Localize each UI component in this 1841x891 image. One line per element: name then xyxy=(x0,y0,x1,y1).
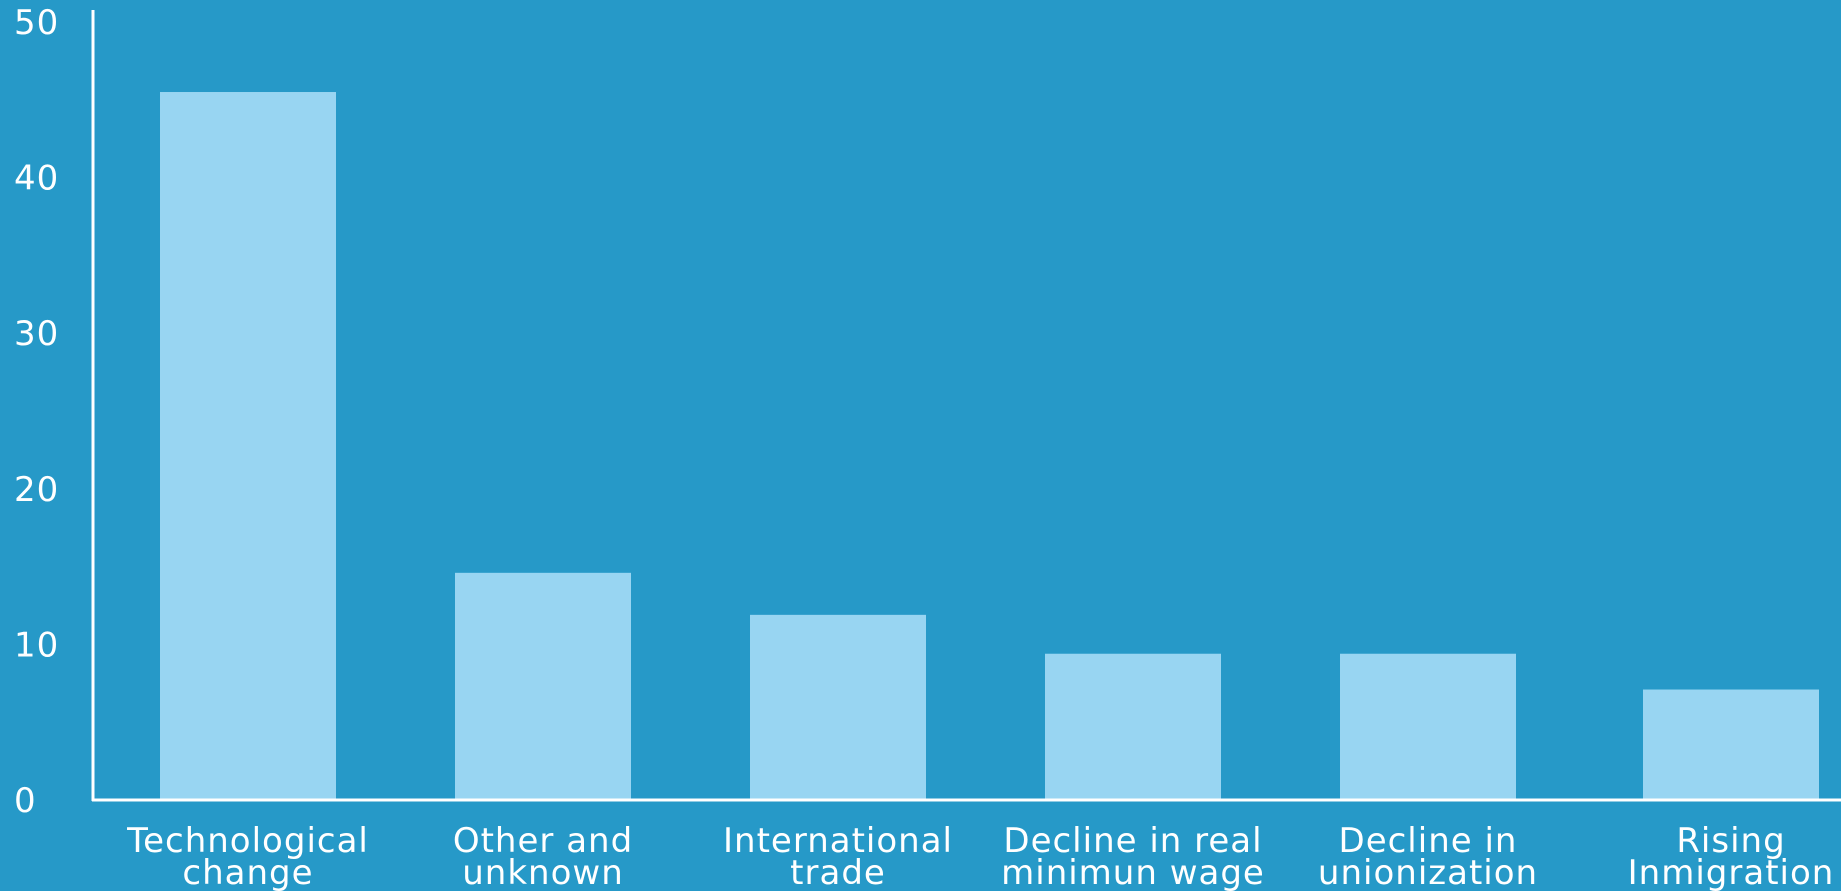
y-tick-label: 50 xyxy=(14,3,59,43)
x-tick-label: Other and unknown xyxy=(453,821,633,891)
x-tick-label-line: Rising xyxy=(1676,821,1785,861)
y-tick-label: 20 xyxy=(14,470,59,510)
bar xyxy=(750,614,926,800)
bar xyxy=(455,572,631,800)
x-tick-label: International trade xyxy=(723,821,953,891)
x-tick-label-line: minimun wage xyxy=(1001,853,1265,891)
y-tick-label: 40 xyxy=(14,159,59,199)
x-tick-label-line: International xyxy=(723,821,953,861)
bar xyxy=(1643,689,1819,800)
x-tick-label: Decline in real minimun wage xyxy=(1001,821,1265,891)
x-axis-labels: Technological change Other and unknown Inter… xyxy=(126,821,1835,891)
bars-group xyxy=(160,92,1819,800)
y-tick-label: 10 xyxy=(14,625,59,665)
y-tick-label: 30 xyxy=(14,314,59,354)
x-tick-label-line: change xyxy=(182,853,313,891)
bar xyxy=(1340,653,1516,800)
x-tick-label: Technological change xyxy=(126,821,369,891)
x-tick-label-line: unionization xyxy=(1318,853,1538,891)
bar xyxy=(160,92,336,800)
x-tick-label-line: trade xyxy=(790,853,886,891)
x-tick-label-line: Other and xyxy=(453,821,633,861)
x-tick-label: Decline in unionization xyxy=(1318,821,1538,891)
x-tick-label-line: Technological xyxy=(126,821,369,861)
x-tick-label: Rising Inmigration xyxy=(1628,821,1835,891)
bar xyxy=(1045,653,1221,800)
y-tick-label: 0 xyxy=(14,781,37,821)
x-tick-label-line: Decline in xyxy=(1339,821,1518,861)
y-axis-ticks: 0 10 20 30 40 50 xyxy=(14,3,59,821)
x-tick-label-line: unknown xyxy=(462,853,624,891)
x-tick-label-line: Decline in real xyxy=(1003,821,1262,861)
x-tick-label-line: Inmigration xyxy=(1628,853,1835,891)
